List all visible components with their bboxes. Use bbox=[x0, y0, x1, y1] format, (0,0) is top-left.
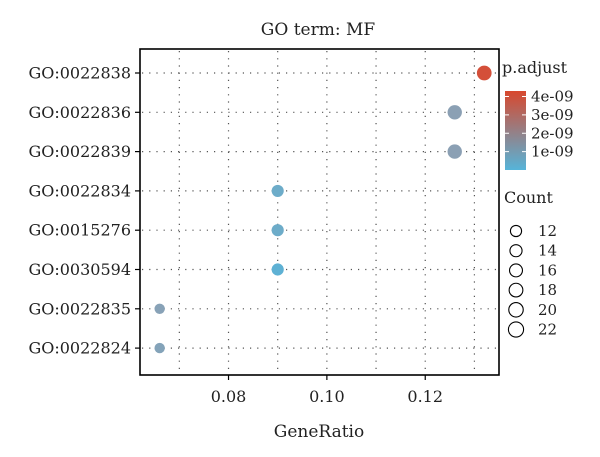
size-legend-circle bbox=[508, 302, 524, 318]
color-legend-bar bbox=[505, 91, 526, 170]
y-tick-label: GO:0022839 bbox=[28, 142, 131, 161]
x-axis-title: GeneRatio bbox=[274, 422, 364, 442]
size-legend-circle bbox=[508, 282, 524, 298]
color-legend-title: p.adjust bbox=[502, 58, 568, 77]
color-tick-label: 3e-09 bbox=[531, 106, 574, 124]
size-legend-label: 22 bbox=[538, 321, 557, 339]
grid-layer bbox=[142, 51, 497, 373]
size-legend-circle bbox=[509, 244, 523, 258]
color-tick-label: 4e-09 bbox=[531, 88, 574, 106]
x-axis: 0.08 0.10 0.12 bbox=[211, 375, 443, 406]
size-legend-label: 16 bbox=[538, 261, 557, 279]
y-axis: GO:0022838 GO:0022836 GO:0022839 GO:0022834… bbox=[28, 64, 140, 358]
plot-panel bbox=[139, 48, 500, 376]
size-legend-circle bbox=[508, 263, 524, 278]
size-legend-circle bbox=[507, 321, 525, 338]
size-legend-label: 20 bbox=[538, 301, 557, 319]
y-tick-label: GO:0022824 bbox=[28, 339, 131, 358]
data-point bbox=[154, 342, 165, 354]
x-tick-label: 0.12 bbox=[407, 387, 443, 406]
x-tick-label: 0.10 bbox=[309, 387, 345, 406]
color-tick-label: 1e-09 bbox=[531, 143, 574, 161]
data-point bbox=[447, 105, 462, 120]
size-legend-label: 12 bbox=[538, 222, 557, 240]
size-legend-circle bbox=[509, 224, 523, 238]
x-tick-label: 0.08 bbox=[211, 387, 247, 406]
y-tick-label: GO:0022835 bbox=[28, 299, 131, 318]
y-tick-label: GO:0015276 bbox=[28, 221, 131, 240]
size-legend-label: 14 bbox=[538, 242, 557, 260]
y-tick-label: GO:0022836 bbox=[28, 103, 131, 122]
data-point bbox=[447, 144, 462, 159]
color-tick-label: 2e-09 bbox=[531, 124, 574, 142]
y-tick-label: GO:0022838 bbox=[28, 64, 131, 83]
points-layer bbox=[154, 65, 492, 354]
chart-title: GO term: MF bbox=[261, 20, 376, 40]
data-point bbox=[476, 65, 492, 81]
data-point bbox=[271, 224, 284, 237]
size-legend-label: 18 bbox=[538, 281, 557, 299]
data-point bbox=[271, 184, 284, 197]
data-point bbox=[154, 303, 165, 314]
y-tick-label: GO:0030594 bbox=[28, 260, 131, 279]
size-legend-title: Count bbox=[504, 188, 553, 207]
data-point bbox=[271, 263, 284, 276]
y-tick-label: GO:0022834 bbox=[28, 181, 131, 200]
